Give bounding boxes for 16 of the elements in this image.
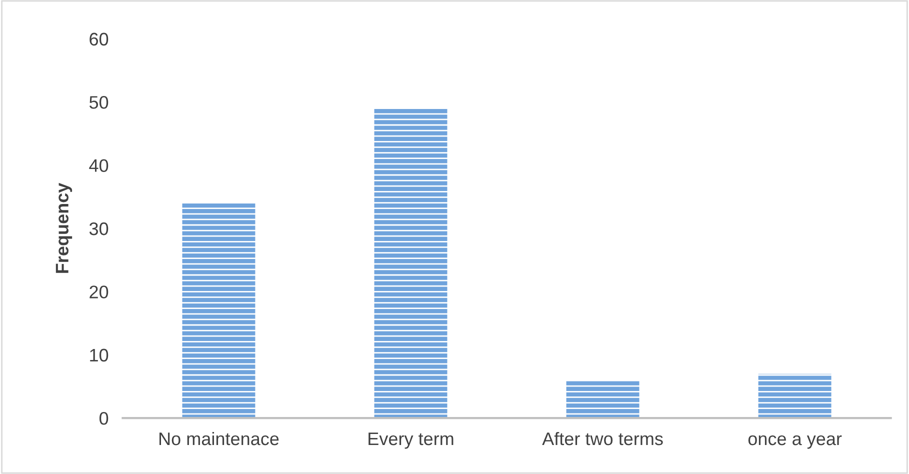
y-tick-label: 40	[89, 159, 108, 172]
x-tick-label: Every term	[368, 432, 454, 449]
x-tick-label: After two terms	[542, 432, 663, 446]
x-tick-label: No maintenace	[159, 432, 279, 446]
y-tick-label: 0	[99, 412, 108, 425]
y-tick-label: 30	[89, 222, 108, 236]
x-tick-label: once a year	[748, 435, 842, 449]
y-axis-title: Frequency	[56, 182, 72, 273]
bar	[182, 203, 256, 418]
bar	[566, 380, 640, 418]
y-tick-label: 10	[90, 348, 108, 362]
y-tick-label: 50	[89, 96, 108, 109]
bar	[758, 374, 832, 418]
y-tick-label: 60	[90, 32, 108, 46]
bar	[374, 108, 448, 418]
y-tick-label: 20	[90, 286, 108, 298]
